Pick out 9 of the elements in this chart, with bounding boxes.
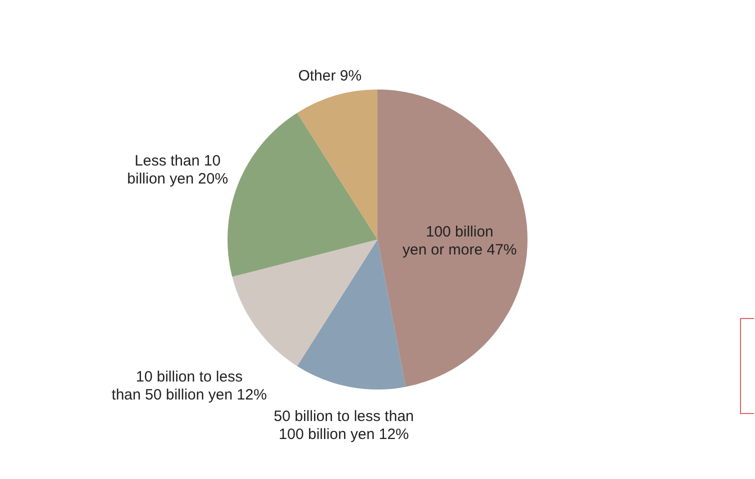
pie-slice [297,90,378,240]
slice-label: 100 billion yen or more 47% [402,224,517,259]
slice-label: 10 billion to less than 50 billion yen 12% [112,368,267,404]
slice-label: 50 billion to less than 100 billion yen 12% [274,408,414,443]
slice-label: Other 9% [298,68,362,85]
pie-slice [378,90,528,387]
slice-label: Less than 10 billion yen 20% [127,152,228,188]
pie-slice [232,240,378,366]
pie-slice [228,112,378,277]
